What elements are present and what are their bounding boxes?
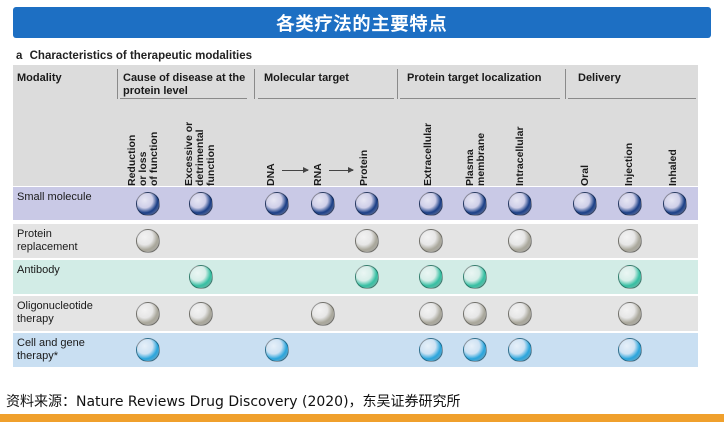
mark-dot xyxy=(311,191,335,216)
col-injection: Injection xyxy=(623,142,635,186)
mark-dot xyxy=(189,301,213,326)
group-delivery: Delivery xyxy=(578,72,621,84)
group-underline xyxy=(258,98,394,99)
group-cause: Cause of disease at the protein level xyxy=(123,72,246,97)
figure-title: a Characteristics of therapeutic modalit… xyxy=(16,50,252,62)
page-banner: 各类疗法的主要特点 xyxy=(13,7,711,38)
mark-dot xyxy=(508,301,532,326)
col-dna: DNA xyxy=(265,163,277,186)
banner-title: 各类疗法的主要特点 xyxy=(276,13,448,35)
accent-line xyxy=(0,414,724,422)
mark-dot xyxy=(311,301,335,326)
mark-dot xyxy=(463,338,487,362)
figure-title-text: Characteristics of therapeutic modalitie… xyxy=(29,50,253,62)
row-label: Cell and gene therapy* xyxy=(17,337,85,362)
row-label: Antibody xyxy=(17,264,60,276)
group-molecular-target: Molecular target xyxy=(264,72,349,84)
mark-dot xyxy=(618,301,642,326)
row-label: Protein replacement xyxy=(17,228,78,253)
col-inhaled: Inhaled xyxy=(667,149,679,186)
arrow-rna-protein xyxy=(329,167,354,173)
source-note: 资料来源：Nature Reviews Drug Discovery (2020… xyxy=(6,394,461,410)
col-plasma: Plasma membrane xyxy=(464,132,487,186)
mark-dot xyxy=(136,229,160,253)
modality-header: Modality xyxy=(17,72,62,84)
group-localization: Protein target localization xyxy=(407,72,542,84)
mark-dot xyxy=(136,301,160,326)
mark-dot xyxy=(265,338,289,362)
group-divider xyxy=(254,69,255,99)
group-divider xyxy=(565,69,566,99)
row-label: Small molecule xyxy=(17,191,92,203)
mark-dot xyxy=(189,191,213,216)
col-protein: Protein xyxy=(358,149,370,186)
table-row xyxy=(13,296,698,331)
mark-dot xyxy=(618,265,642,289)
group-divider xyxy=(397,69,398,99)
mark-dot xyxy=(355,191,379,216)
mark-dot xyxy=(136,191,160,216)
mark-dot xyxy=(419,191,443,216)
mark-dot xyxy=(355,265,379,289)
mark-dot xyxy=(265,191,289,216)
mark-dot xyxy=(663,191,687,216)
col-reduction: Reduction or loss of function xyxy=(126,131,160,186)
mark-dot xyxy=(136,338,160,362)
table-header xyxy=(13,65,698,186)
col-excessive: Excessive or detrimental function xyxy=(183,121,217,186)
col-extracellular: Extracellular xyxy=(422,122,434,186)
table-row xyxy=(13,333,698,367)
panel-label: a xyxy=(16,50,23,62)
mark-dot xyxy=(508,338,532,362)
mark-dot xyxy=(463,191,487,216)
mark-dot xyxy=(573,191,597,216)
col-intracellular: Intracellular xyxy=(514,126,526,186)
mark-dot xyxy=(355,229,379,253)
group-underline xyxy=(400,98,560,99)
mark-dot xyxy=(419,301,443,326)
mark-dot xyxy=(508,229,532,253)
group-divider xyxy=(117,69,118,99)
mark-dot xyxy=(419,265,443,289)
mark-dot xyxy=(618,229,642,253)
mark-dot xyxy=(463,301,487,326)
mark-dot xyxy=(463,265,487,289)
arrow-dna-rna xyxy=(282,167,309,173)
mark-dot xyxy=(618,191,642,216)
col-oral: Oral xyxy=(579,164,591,186)
mark-dot xyxy=(189,265,213,289)
mark-dot xyxy=(508,191,532,216)
mark-dot xyxy=(618,338,642,362)
group-underline xyxy=(120,98,247,99)
mark-dot xyxy=(419,338,443,362)
row-label: Oligonucleotide therapy xyxy=(17,300,93,325)
group-underline xyxy=(568,98,696,99)
mark-dot xyxy=(419,229,443,253)
col-rna: RNA xyxy=(312,163,324,186)
